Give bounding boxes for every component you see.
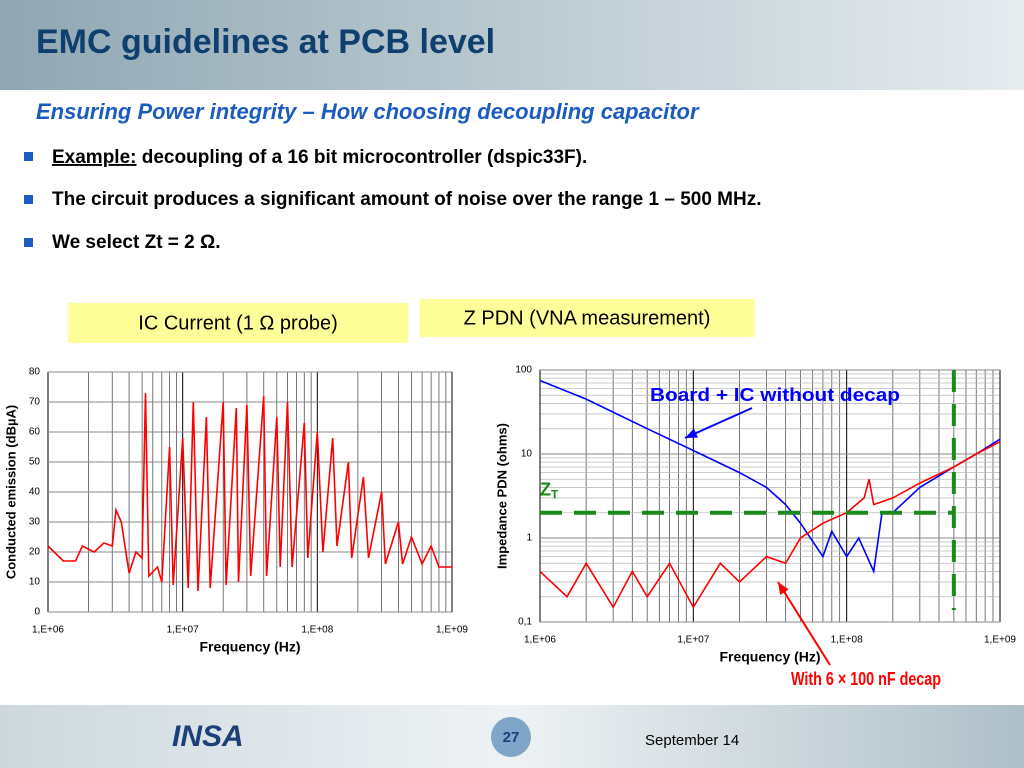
page-badge <box>491 717 531 757</box>
logo: INSA <box>172 720 244 753</box>
threshold-label: ZT <box>540 479 559 501</box>
bullet: Example: decoupling of a 16 bit microcon… <box>52 147 587 168</box>
bullet-icon <box>24 152 33 161</box>
series-annotation: With 6 × 100 nF decap <box>791 669 941 689</box>
y-tick-label: 1 <box>526 533 532 544</box>
annotation-arrowhead <box>685 428 698 438</box>
x-tick-label: 1,E+09 <box>984 635 1016 646</box>
header-band <box>0 0 1024 90</box>
annotation-arrow <box>684 407 753 439</box>
series-line <box>539 440 1001 609</box>
threshold-label-sub: T <box>551 488 559 502</box>
series-line <box>539 379 1001 575</box>
bullet: The circuit produces a significant amoun… <box>52 189 762 210</box>
y-axis-label: Conducted emission (dBµA) <box>3 405 18 579</box>
annotation-arrow <box>777 581 831 666</box>
y-tick-label: 50 <box>29 457 41 468</box>
chart-title: IC Current (1 Ω probe) <box>138 312 337 334</box>
y-tick-label: 70 <box>29 397 41 408</box>
y-tick-label: 0,1 <box>518 617 532 628</box>
y-tick-label: 10 <box>521 449 533 460</box>
y-tick-label: 30 <box>29 517 41 528</box>
x-tick-label: 1,E+07 <box>167 625 199 636</box>
y-tick-label: 60 <box>29 427 41 438</box>
y-tick-label: 100 <box>515 365 532 376</box>
bullet-lead: Example: <box>52 147 136 168</box>
x-axis-label: Frequency (Hz) <box>719 649 820 665</box>
series-line <box>47 392 452 592</box>
threshold-label-main: Z <box>540 479 551 499</box>
x-tick-label: 1,E+08 <box>301 625 333 636</box>
page-number: 27 <box>503 729 520 746</box>
chart-title-box <box>419 299 755 337</box>
y-tick-label: 0 <box>34 607 40 618</box>
bullet: We select Zt = 2 Ω. <box>52 232 221 253</box>
subtitle: Ensuring Power integrity – How choosing … <box>36 99 700 124</box>
x-tick-label: 1,E+09 <box>436 625 468 636</box>
y-tick-label: 20 <box>29 547 41 558</box>
plot-area <box>539 369 1001 623</box>
series-annotation: Board + IC without decap <box>650 385 900 405</box>
x-tick-label: 1,E+08 <box>831 635 863 646</box>
bullet-icon <box>24 238 33 247</box>
bullet-text: decoupling of a 16 bit microcontroller (… <box>136 147 587 168</box>
x-tick-label: 1,E+06 <box>524 635 556 646</box>
bullet-icon <box>24 195 33 204</box>
x-axis-label: Frequency (Hz) <box>199 639 300 655</box>
y-axis-label: Impedance PDN (ohms) <box>494 423 509 569</box>
x-tick-label: 1,E+06 <box>32 625 64 636</box>
slide-title: EMC guidelines at PCB level <box>36 23 495 61</box>
chart-title: Z PDN (VNA measurement) <box>464 307 711 329</box>
y-tick-label: 80 <box>29 367 41 378</box>
y-tick-label: 40 <box>29 487 41 498</box>
x-tick-label: 1,E+07 <box>677 635 709 646</box>
y-tick-label: 10 <box>29 577 41 588</box>
footer-date: September 14 <box>645 732 739 749</box>
chart-title-box <box>68 303 408 343</box>
annotation-arrowhead <box>778 582 789 595</box>
